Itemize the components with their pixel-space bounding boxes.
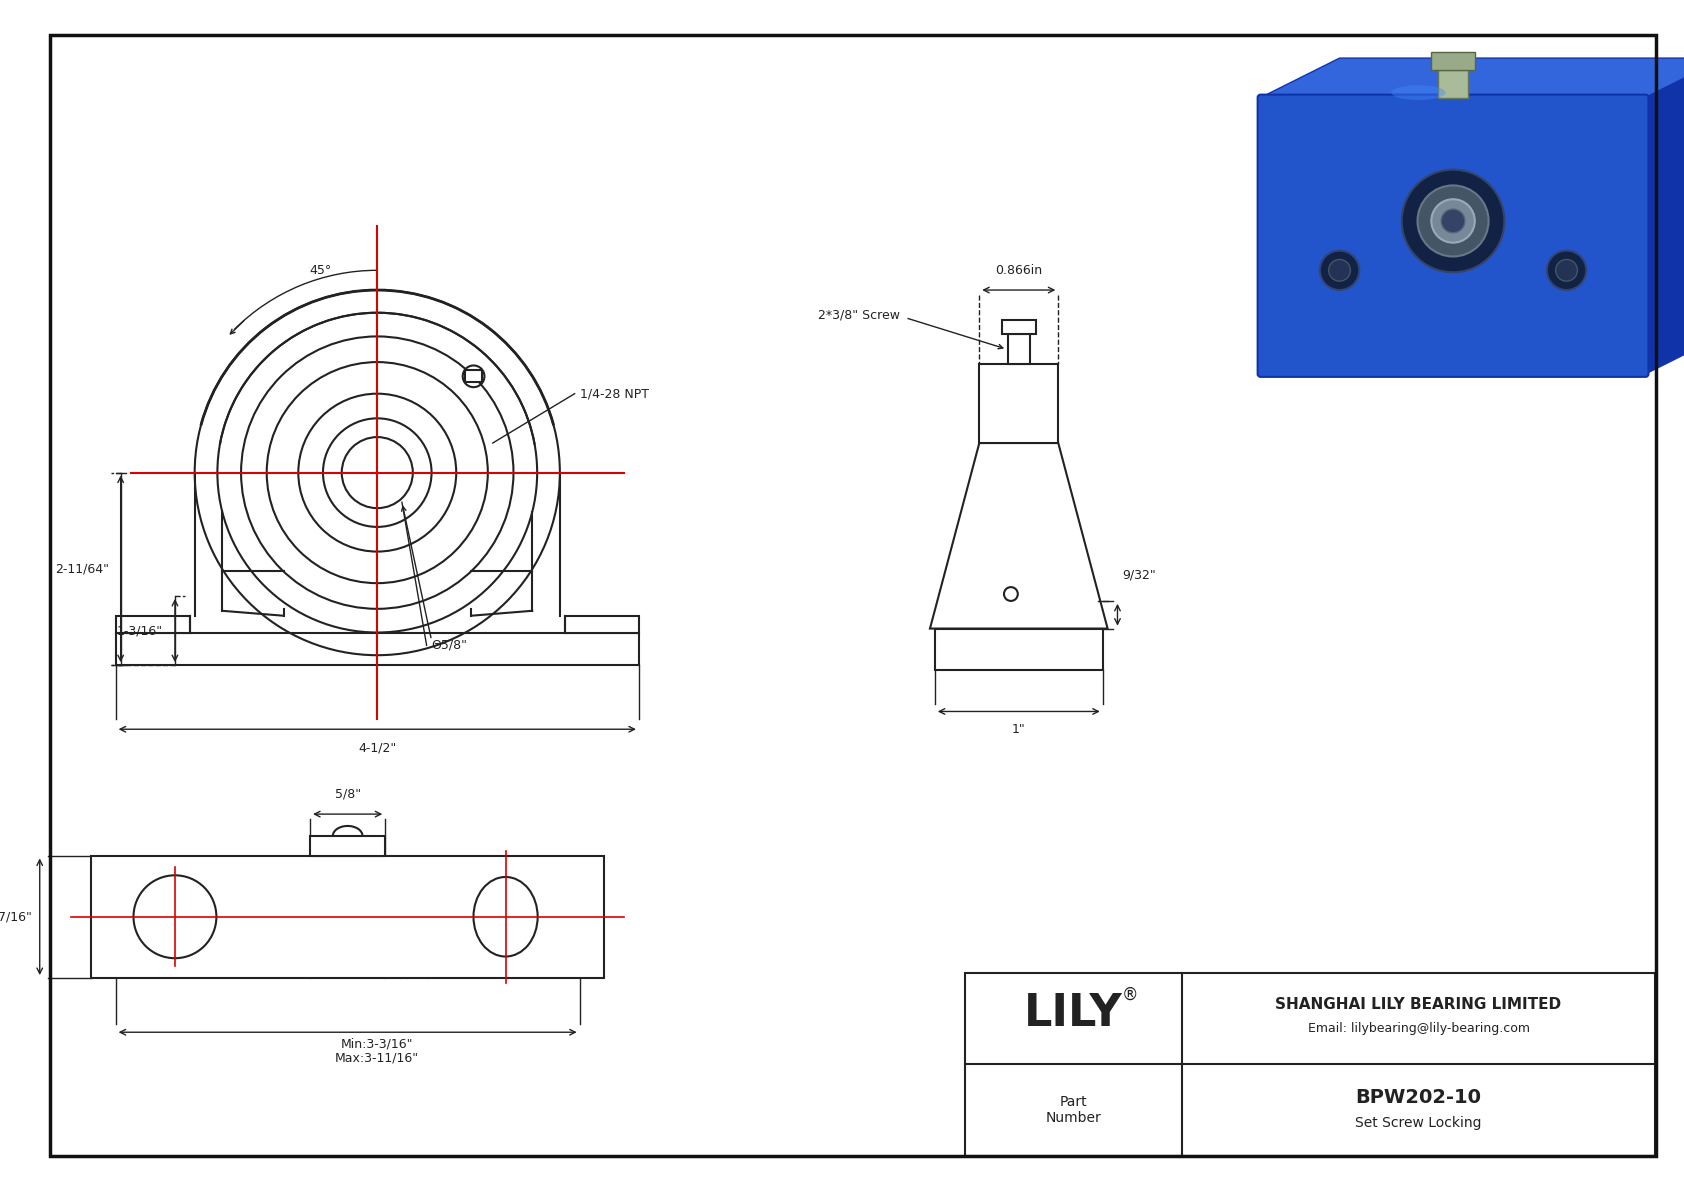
Bar <box>564 616 638 634</box>
Text: 7/16": 7/16" <box>0 910 32 923</box>
Text: 1-3/16": 1-3/16" <box>116 624 163 637</box>
Bar <box>91 855 605 978</box>
Bar <box>1438 70 1468 98</box>
Bar <box>116 634 638 665</box>
Bar <box>310 836 386 855</box>
Circle shape <box>1442 210 1465 232</box>
Bar <box>1431 52 1475 70</box>
Bar <box>935 629 1103 671</box>
Circle shape <box>1320 250 1359 291</box>
Text: 0.866in: 0.866in <box>995 264 1042 278</box>
Circle shape <box>1431 199 1475 243</box>
Text: 2*3/8" Screw: 2*3/8" Screw <box>818 308 901 322</box>
Bar <box>1002 319 1036 335</box>
Text: LILY: LILY <box>1024 992 1123 1035</box>
Text: 45°: 45° <box>310 263 332 276</box>
Text: BPW202-10: BPW202-10 <box>1356 1087 1482 1106</box>
Circle shape <box>1401 169 1504 273</box>
Text: Email: lilybearing@lily-bearing.com: Email: lilybearing@lily-bearing.com <box>1307 1022 1529 1035</box>
Text: 1": 1" <box>1012 723 1026 736</box>
FancyBboxPatch shape <box>1258 94 1649 376</box>
Text: 2-11/64": 2-11/64" <box>56 562 109 575</box>
Polygon shape <box>1645 58 1684 374</box>
Text: ®: ® <box>1122 986 1138 1004</box>
Bar <box>116 616 190 634</box>
Circle shape <box>1556 260 1578 281</box>
Text: 5/8": 5/8" <box>335 787 360 800</box>
Circle shape <box>1329 260 1351 281</box>
Text: Set Screw Locking: Set Screw Locking <box>1356 1116 1482 1130</box>
Ellipse shape <box>1391 86 1445 100</box>
Text: Θ5/8": Θ5/8" <box>431 638 468 651</box>
Text: Min:3-3/16": Min:3-3/16" <box>342 1037 414 1050</box>
Bar <box>1009 335 1029 364</box>
Circle shape <box>1548 250 1586 291</box>
Text: Max:3-11/16": Max:3-11/16" <box>335 1052 419 1065</box>
Circle shape <box>1418 186 1489 256</box>
Text: SHANGHAI LILY BEARING LIMITED: SHANGHAI LILY BEARING LIMITED <box>1275 997 1561 1012</box>
Text: 1/4-28 NPT: 1/4-28 NPT <box>579 387 648 400</box>
Polygon shape <box>1261 58 1684 98</box>
Bar <box>465 370 482 382</box>
Text: 9/32": 9/32" <box>1123 569 1157 581</box>
Text: 4-1/2": 4-1/2" <box>359 741 396 754</box>
Bar <box>980 364 1058 443</box>
Text: Part
Number: Part Number <box>1046 1095 1101 1125</box>
Bar <box>965 973 1655 1155</box>
